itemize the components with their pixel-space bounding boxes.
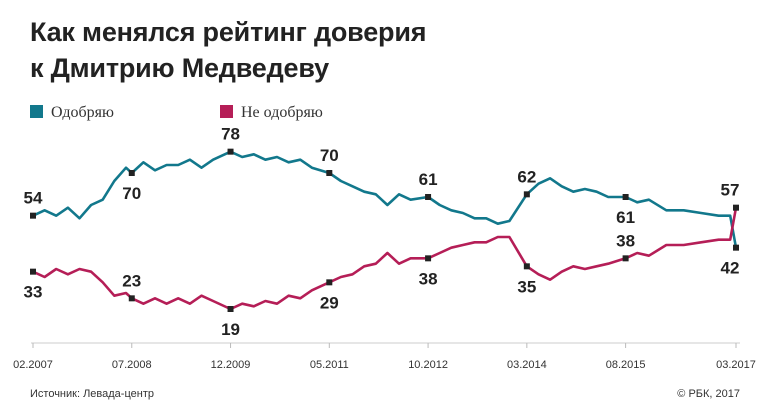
- legend-swatch-disapprove: [220, 105, 233, 118]
- data-label: 29: [320, 293, 339, 312]
- data-marker: [523, 263, 530, 270]
- data-marker: [622, 194, 629, 200]
- data-marker: [326, 279, 333, 286]
- x-tick-label: 05.2011: [310, 359, 349, 371]
- legend-label-approve: Одобряю: [51, 104, 114, 121]
- data-marker: [425, 255, 432, 262]
- x-tick-label: 10.2012: [408, 359, 448, 371]
- data-label: 23: [122, 271, 141, 290]
- data-marker: [30, 268, 36, 275]
- data-label: 38: [419, 269, 438, 288]
- data-label: 57: [721, 181, 740, 200]
- data-label: 19: [221, 320, 240, 339]
- data-marker: [227, 148, 234, 155]
- x-tick-label: 08.2015: [606, 359, 646, 371]
- data-marker: [425, 194, 432, 200]
- legend-item-approve: Одобряю: [30, 104, 114, 122]
- data-label: 61: [419, 170, 438, 189]
- data-marker: [733, 244, 739, 251]
- legend-swatch-approve: [30, 105, 43, 118]
- x-tick-label: 12.2009: [211, 359, 251, 371]
- disapprove-series-line: [31, 206, 738, 311]
- source-note: Источник: Левада-центр: [30, 388, 154, 400]
- data-label: 70: [122, 184, 141, 203]
- data-marker: [622, 255, 629, 262]
- data-label: 70: [320, 146, 339, 165]
- data-label: 78: [221, 125, 240, 144]
- legend-item-disapprove: Не одобряю: [220, 104, 323, 122]
- data-marker: [733, 204, 739, 211]
- data-marker: [227, 306, 234, 312]
- data-label: 61: [616, 208, 635, 227]
- data-label: 35: [517, 277, 536, 296]
- copyright-note: © РБК, 2017: [677, 388, 740, 400]
- title-line-2: к Дмитрию Медведеву: [30, 53, 329, 83]
- data-marker: [30, 212, 36, 219]
- title-line-1: Как менялся рейтинг доверия: [30, 17, 427, 47]
- x-tick-label: 03.2014: [507, 359, 547, 371]
- data-label: 33: [24, 283, 43, 302]
- chart-title: Как менялся рейтинг доверия к Дмитрию Ме…: [30, 14, 426, 86]
- data-label: 54: [24, 189, 43, 208]
- data-label: 38: [616, 231, 635, 250]
- data-marker: [326, 170, 333, 176]
- data-marker: [128, 295, 135, 302]
- data-label: 42: [721, 259, 740, 278]
- legend-label-disapprove: Не одобряю: [241, 104, 323, 121]
- x-tick-label: 03.2017: [716, 359, 756, 371]
- x-tick-label: 02.2007: [13, 359, 53, 371]
- x-tick-label: 07.2008: [112, 359, 152, 371]
- data-label: 62: [517, 167, 536, 186]
- data-marker: [523, 191, 530, 198]
- data-marker: [128, 170, 135, 176]
- approve-series-line: [31, 150, 738, 249]
